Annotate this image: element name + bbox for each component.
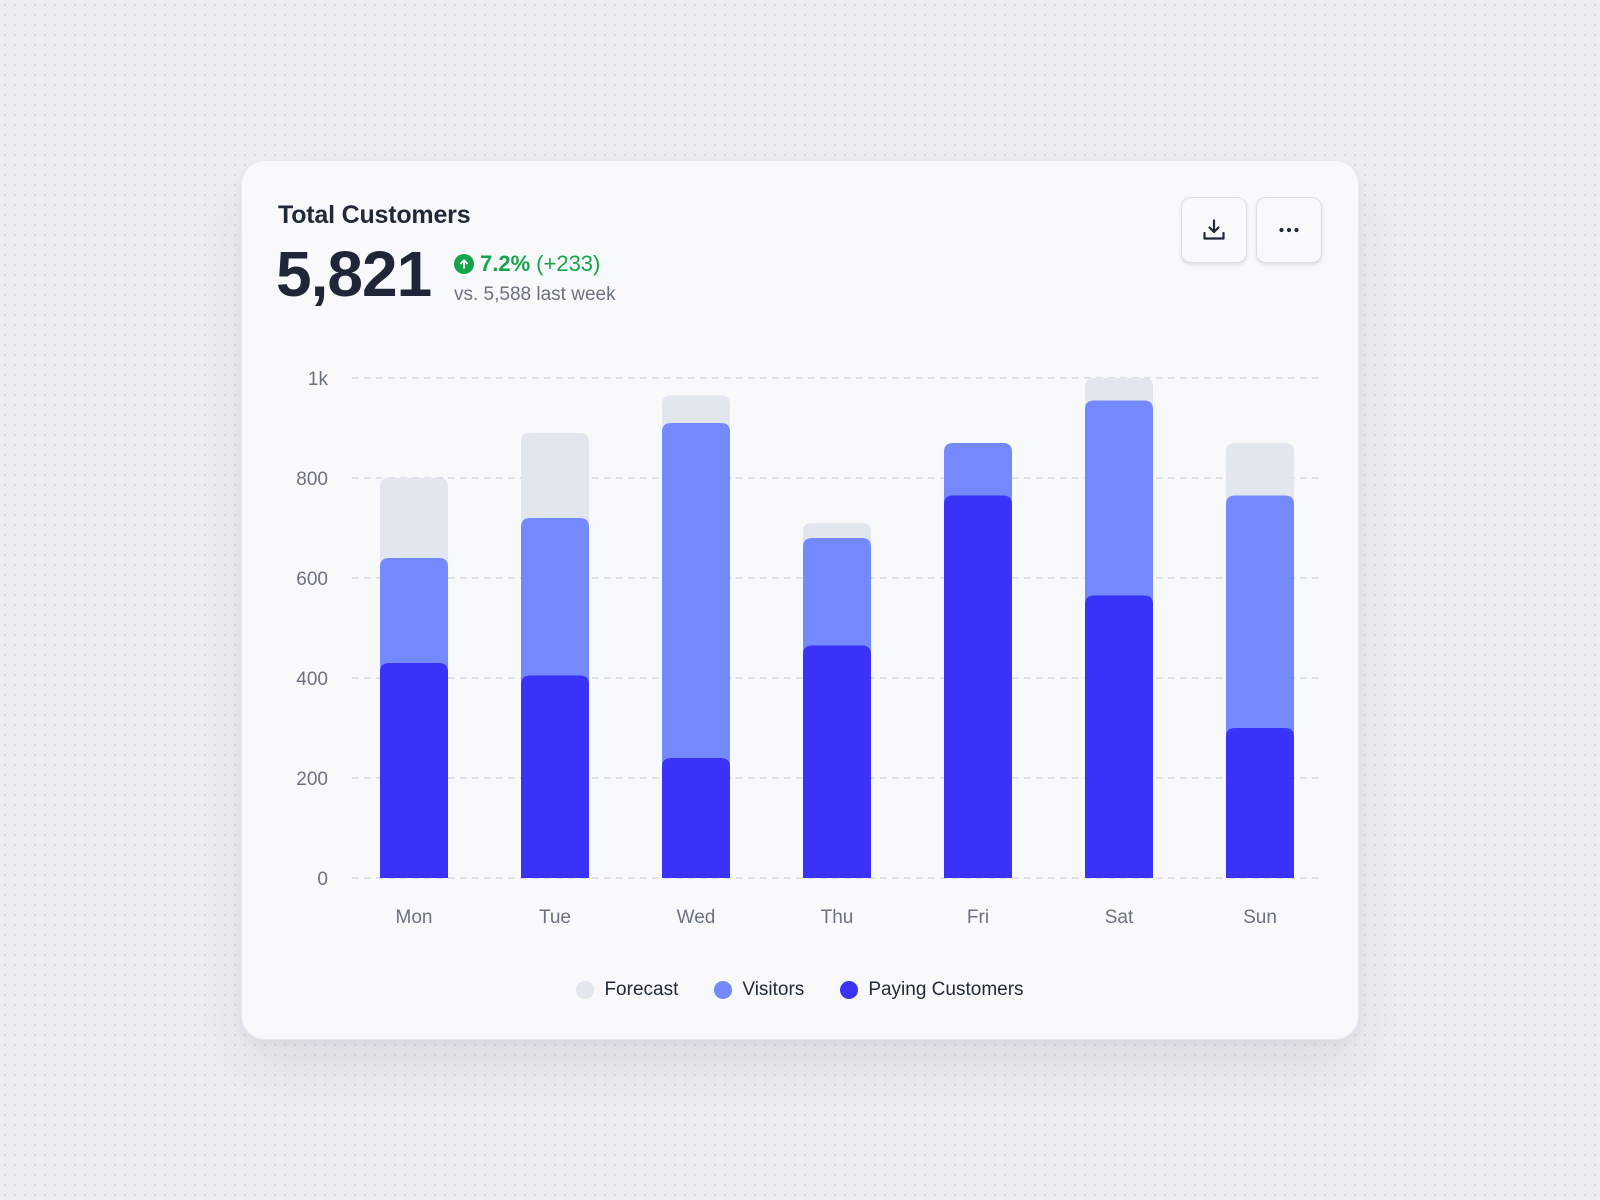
x-tick-label: Mon [396,907,433,928]
y-tick-label: 200 [296,769,328,790]
x-tick-label: Tue [539,907,571,928]
total-value: 5,821 [276,238,432,310]
legend-dot-paying-customers [840,981,859,999]
arrow-up-circle-icon [454,254,474,274]
y-tick-label: 600 [296,569,328,590]
bar-paying-customers-tue[interactable] [521,675,589,879]
more-options-button[interactable] [1256,197,1322,263]
x-tick-label: Wed [677,907,716,928]
legend-label-visitors: Visitors [742,979,805,1000]
download-button[interactable] [1181,197,1247,263]
bar-paying-customers-thu[interactable] [803,645,871,879]
bar-paying-customers-sun[interactable] [1226,728,1294,878]
y-tick-label: 800 [296,469,328,490]
y-tick-label: 0 [317,869,328,890]
legend-dot-visitors [714,981,733,999]
total-customers-card: Total Customers 5,821 7.2% (+233) vs. 5,… [241,160,1359,1040]
bar-chart: 0 200 400 600 800 1k Mon Tue Wed Thu Fri Sat Sun [296,369,1324,928]
x-tick-label: Thu [821,907,854,928]
more-horizontal-icon [1279,227,1299,233]
x-tick-label: Sun [1243,907,1277,928]
card-title: Total Customers [278,201,471,229]
bar-paying-customers-fri[interactable] [944,495,1012,879]
bar-paying-customers-mon[interactable] [380,663,448,878]
bar-paying-customers-sat[interactable] [1085,595,1153,879]
change-percent: 7.2% [480,251,531,276]
x-tick-label: Sat [1105,907,1134,928]
legend-item-forecast[interactable]: Forecast [576,979,678,1001]
comparison-text: vs. 5,588 last week [454,284,616,305]
download-icon [1203,219,1225,240]
legend-item-paying-customers[interactable]: Paying Customers [840,979,1024,1001]
chart-legend: Forecast Visitors Paying Customers [242,979,1358,1001]
bar-paying-customers-wed[interactable] [662,758,730,878]
legend-label-paying-customers: Paying Customers [868,979,1024,1000]
y-tick-label: 400 [296,669,328,690]
legend-item-visitors[interactable]: Visitors [714,979,804,1001]
change-absolute: (+233) [536,251,601,276]
legend-label-forecast: Forecast [604,979,679,1000]
legend-dot-forecast [576,981,595,999]
x-tick-label: Fri [967,907,989,928]
y-tick-label: 1k [308,369,329,390]
change-indicator: 7.2% (+233) [454,251,600,277]
